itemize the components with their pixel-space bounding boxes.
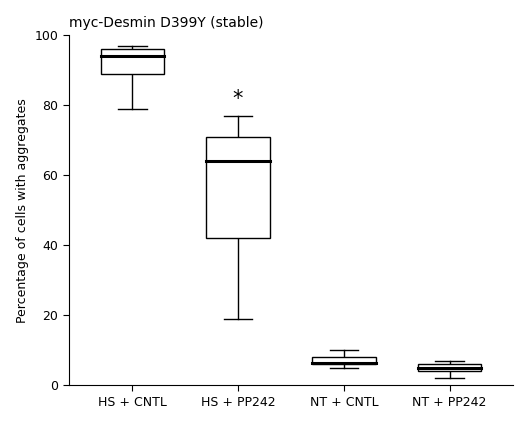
Text: *: * [233,89,243,109]
Bar [312,358,376,365]
Bar [206,137,270,238]
Bar [418,365,481,371]
Bar [101,50,164,74]
Y-axis label: Percentage of cells with aggregates: Percentage of cells with aggregates [16,98,29,323]
Text: myc-Desmin D399Y (stable): myc-Desmin D399Y (stable) [69,16,263,30]
